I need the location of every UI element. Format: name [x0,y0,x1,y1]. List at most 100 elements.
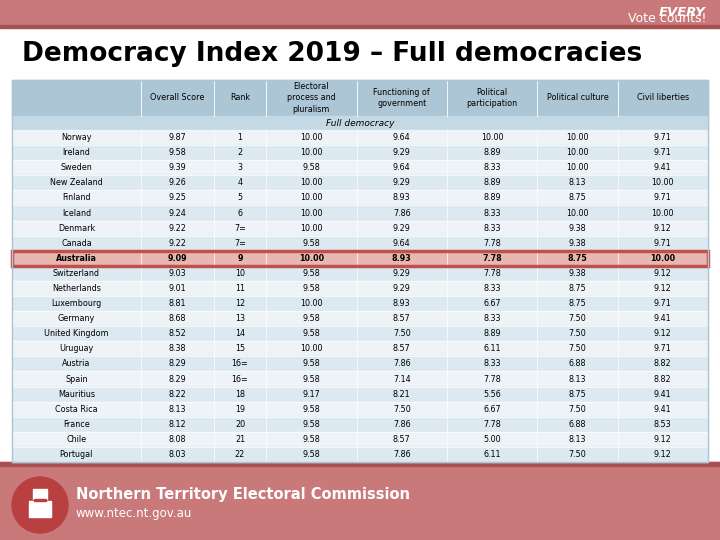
Text: France: France [63,420,90,429]
Text: 1: 1 [238,133,243,142]
Bar [0,25,720,28]
Bar [33,489,47,499]
Text: 8.75: 8.75 [569,193,586,202]
Text: 9.12: 9.12 [654,224,672,233]
Text: Sweden: Sweden [60,163,92,172]
Text: 9.58: 9.58 [302,329,320,338]
Text: 8.75: 8.75 [567,254,588,263]
Text: 10.00: 10.00 [300,148,323,157]
Text: 2: 2 [238,148,243,157]
Text: 9.09: 9.09 [168,254,187,263]
Text: 9.12: 9.12 [654,284,672,293]
Text: 9.71: 9.71 [654,148,672,157]
Text: 8.22: 8.22 [168,389,186,399]
Text: 9.58: 9.58 [302,314,320,323]
Text: 10.00: 10.00 [300,299,323,308]
Text: 6: 6 [238,208,243,218]
Text: 10.00: 10.00 [566,163,589,172]
Text: 8.08: 8.08 [168,435,186,444]
Text: 9.22: 9.22 [168,224,186,233]
Text: 8.13: 8.13 [569,178,586,187]
Text: 8.03: 8.03 [168,450,186,459]
Text: 8.57: 8.57 [393,314,410,323]
Text: 8.93: 8.93 [393,193,410,202]
Text: 7.78: 7.78 [483,375,501,383]
Text: 8.33: 8.33 [484,208,501,218]
Text: 9.38: 9.38 [569,239,586,248]
Text: 3: 3 [238,163,243,172]
Text: Overall Score: Overall Score [150,93,204,103]
Text: Iceland: Iceland [62,208,91,218]
Text: 9.22: 9.22 [168,239,186,248]
Text: 7.86: 7.86 [393,450,410,459]
Text: 7.50: 7.50 [569,345,586,353]
Text: 8.68: 8.68 [168,314,186,323]
Text: 8.89: 8.89 [483,193,501,202]
Bar [12,116,708,130]
Text: 9.64: 9.64 [393,239,410,248]
Text: 10.00: 10.00 [650,254,675,263]
Text: Spain: Spain [65,375,88,383]
Text: Civil liberties: Civil liberties [636,93,689,103]
Bar [29,501,51,517]
Text: 9.64: 9.64 [393,163,410,172]
Text: 8.93: 8.93 [393,299,410,308]
Text: 9.58: 9.58 [302,163,320,172]
Text: 9.03: 9.03 [168,269,186,278]
Text: 8.89: 8.89 [483,148,501,157]
Text: 8.75: 8.75 [569,299,586,308]
Text: 9.26: 9.26 [168,178,186,187]
Text: Portugal: Portugal [60,450,93,459]
Bar [12,176,708,191]
Text: Denmark: Denmark [58,224,95,233]
Text: 9.58: 9.58 [302,360,320,368]
Text: 10.00: 10.00 [652,178,674,187]
Text: 8.33: 8.33 [484,224,501,233]
Text: Electoral
process and
pluralism: Electoral process and pluralism [287,83,336,113]
Text: 7.78: 7.78 [482,254,502,263]
Text: 7.50: 7.50 [393,329,410,338]
Text: New Zealand: New Zealand [50,178,103,187]
Text: Austria: Austria [62,360,91,368]
Text: 8.82: 8.82 [654,360,672,368]
Bar [12,80,708,116]
Text: Functioning of
government: Functioning of government [374,88,430,108]
Text: 9.58: 9.58 [302,269,320,278]
Text: 15: 15 [235,345,245,353]
Text: 10.00: 10.00 [300,193,323,202]
Text: 9.58: 9.58 [302,404,320,414]
Text: 8.89: 8.89 [483,178,501,187]
Text: 10.00: 10.00 [300,133,323,142]
Text: 6.11: 6.11 [484,345,501,353]
Text: 7.78: 7.78 [483,420,501,429]
Bar [12,417,708,432]
Text: 8.21: 8.21 [393,389,410,399]
Text: 8.75: 8.75 [569,389,586,399]
Text: Mauritius: Mauritius [58,389,95,399]
Text: 8.29: 8.29 [168,375,186,383]
Text: 10.00: 10.00 [300,224,323,233]
Bar [12,311,708,326]
Text: 8.13: 8.13 [168,404,186,414]
Bar [12,372,708,387]
Text: 7.50: 7.50 [569,314,586,323]
Text: 12: 12 [235,299,245,308]
Bar [34,499,46,501]
Text: 9.12: 9.12 [654,269,672,278]
Bar [12,145,708,160]
Text: 9.58: 9.58 [302,239,320,248]
Text: www.ntec.nt.gov.au: www.ntec.nt.gov.au [76,507,192,519]
Text: Switzerland: Switzerland [53,269,100,278]
Bar [12,296,708,311]
Text: Luxembourg: Luxembourg [51,299,102,308]
Text: 7.14: 7.14 [393,375,410,383]
Text: Vote counts!: Vote counts! [624,12,706,25]
Text: 8.33: 8.33 [484,163,501,172]
Text: 8.38: 8.38 [168,345,186,353]
Bar [12,251,708,266]
Text: 9.41: 9.41 [654,314,672,323]
Bar [12,130,708,145]
Text: 5.56: 5.56 [483,389,501,399]
Text: 8.81: 8.81 [168,299,186,308]
Text: 8.29: 8.29 [168,360,186,368]
